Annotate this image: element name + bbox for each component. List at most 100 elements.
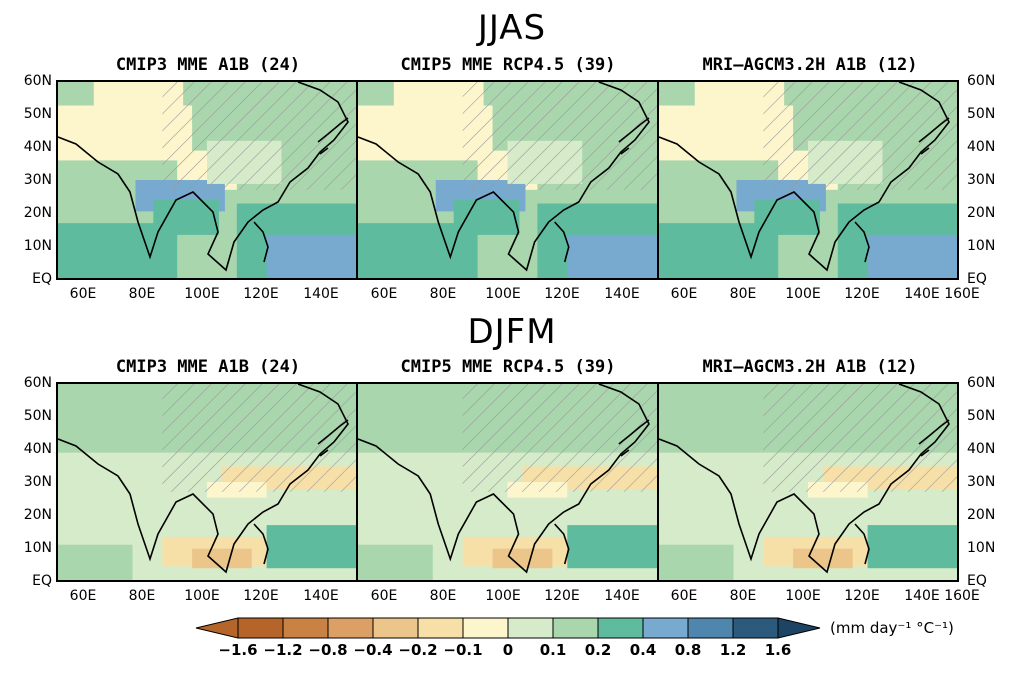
colorbar-tick-label: 1.6 <box>764 641 792 659</box>
lat-label: 50N <box>967 408 996 424</box>
lat-label: 50N <box>23 408 52 424</box>
field-cell <box>567 234 657 278</box>
coastline <box>253 523 269 565</box>
lat-label: 20N <box>23 507 52 523</box>
map-djfm-mri <box>657 382 959 582</box>
field-cell <box>358 544 433 580</box>
panel-title-jjas-mri: MRI—AGCM3.2H A1B (12) <box>702 55 918 75</box>
lat-label: 60N <box>967 73 996 89</box>
lon-label: 140E <box>604 588 640 604</box>
field-cell <box>867 525 957 569</box>
field-cell <box>867 234 957 278</box>
lon-label: 80E <box>729 286 757 302</box>
significance-hatching <box>763 82 957 190</box>
lon-label: 120E <box>844 286 880 302</box>
colorbar-tick-label: −0.2 <box>398 641 438 659</box>
lat-label: 50N <box>967 106 996 122</box>
colorbar-segment <box>507 617 554 639</box>
coastline <box>317 117 349 155</box>
panel-title-djfm-cmip3: CMIP3 MME A1B (24) <box>115 357 301 377</box>
lon-label: 100E <box>485 286 521 302</box>
coastline <box>659 82 950 272</box>
colorbar-tick-label: 0 <box>502 641 514 659</box>
field-cell <box>266 525 356 569</box>
lat-label: 60N <box>967 375 996 391</box>
lon-label: 100E <box>785 588 821 604</box>
season-title-djfm: DJFM <box>467 312 557 352</box>
significance-hatching <box>162 82 356 190</box>
lat-label: 20N <box>967 205 996 221</box>
lon-label: 160E <box>944 286 980 302</box>
coastline <box>317 419 349 457</box>
coastline <box>58 82 349 272</box>
field-cell <box>492 548 553 569</box>
coastline <box>554 523 570 565</box>
lat-label: 40N <box>23 139 52 155</box>
lat-label: 40N <box>967 441 996 457</box>
lat-label: 10N <box>967 540 996 556</box>
coastline <box>918 117 950 155</box>
lon-label: 140E <box>303 588 339 604</box>
lon-label: 60E <box>69 286 97 302</box>
lon-label: 80E <box>128 286 156 302</box>
coastline <box>854 523 870 565</box>
lon-label: 140E <box>904 286 940 302</box>
coastline <box>358 82 650 272</box>
lon-label: 100E <box>184 286 220 302</box>
lon-label: 120E <box>243 588 279 604</box>
field-cell <box>266 234 356 278</box>
lat-label: 40N <box>967 139 996 155</box>
colorbar-segment <box>327 617 374 639</box>
field-cell <box>358 223 478 278</box>
field-cell <box>192 548 252 569</box>
lon-label: 140E <box>904 588 940 604</box>
lat-label: 40N <box>23 441 52 457</box>
lat-label: EQ <box>32 271 52 287</box>
lat-label: 10N <box>967 238 996 254</box>
lat-label: 20N <box>23 205 52 221</box>
lon-label: 140E <box>303 286 339 302</box>
coastline <box>58 384 349 574</box>
coastline <box>854 221 870 263</box>
lat-label: 60N <box>23 73 52 89</box>
lon-label: 120E <box>243 286 279 302</box>
colorbar-segment <box>552 617 599 639</box>
colorbar-segment <box>237 617 284 639</box>
significance-hatching <box>462 82 657 190</box>
colorbar-unit: (mm day⁻¹ °C⁻¹) <box>830 619 954 637</box>
colorbar-segment <box>597 617 644 639</box>
field-cell <box>567 525 657 569</box>
colorbar <box>195 617 821 639</box>
colorbar-segment <box>642 617 689 639</box>
colorbar-tick-label: 0.1 <box>539 641 567 659</box>
lon-label: 100E <box>184 588 220 604</box>
lon-label: 80E <box>429 588 457 604</box>
colorbar-arrow-right <box>777 617 821 639</box>
colorbar-segment <box>687 617 734 639</box>
map-jjas-cmip5 <box>356 80 659 280</box>
panel-title-djfm-mri: MRI—AGCM3.2H A1B (12) <box>702 357 918 377</box>
field-cell <box>659 223 779 278</box>
panel-title-jjas-cmip5: CMIP5 MME RCP4.5 (39) <box>400 55 616 75</box>
lon-label: 100E <box>785 286 821 302</box>
colorbar-tick-label: 0.2 <box>584 641 612 659</box>
colorbar-segment <box>417 617 464 639</box>
lat-label: 10N <box>23 540 52 556</box>
coastline <box>358 384 650 574</box>
significance-hatching <box>462 384 657 492</box>
colorbar-tick-label: −0.1 <box>443 641 483 659</box>
colorbar-tick-label: −0.4 <box>353 641 393 659</box>
panel-title-jjas-cmip3: CMIP3 MME A1B (24) <box>115 55 301 75</box>
colorbar-tick-label: 0.4 <box>629 641 657 659</box>
colorbar-segment <box>372 617 419 639</box>
coastline <box>554 221 570 263</box>
lat-label: 30N <box>967 172 996 188</box>
colorbar-segment <box>282 617 329 639</box>
coastline <box>659 384 950 574</box>
lat-label: 30N <box>23 172 52 188</box>
coastline <box>618 419 650 457</box>
lat-label: EQ <box>32 573 52 589</box>
lon-label: 160E <box>944 588 980 604</box>
coastline <box>618 117 650 155</box>
map-jjas-cmip3 <box>56 80 358 280</box>
